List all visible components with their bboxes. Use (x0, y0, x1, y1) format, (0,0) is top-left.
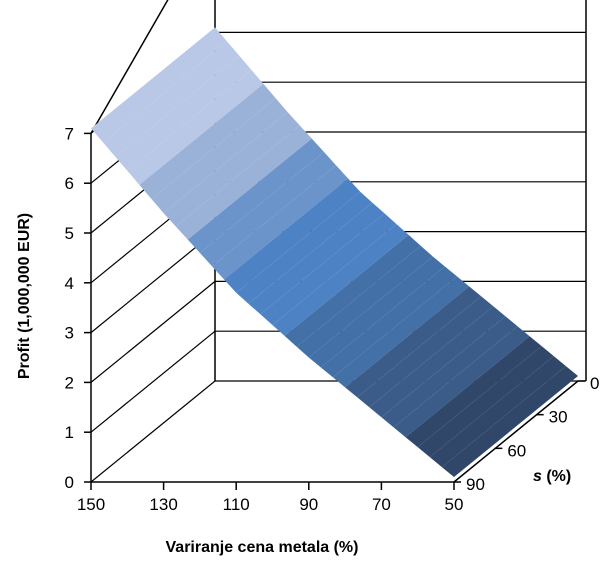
surface-patch (333, 276, 470, 388)
surface-patch (212, 165, 349, 280)
surface-patch (441, 366, 578, 477)
y-axis-title: Profit (1,000,000 EUR) (16, 213, 33, 379)
surface-patch (405, 336, 542, 448)
y-tick-label: 3 (65, 324, 74, 343)
surface-patch (91, 27, 228, 143)
x-tick-label: 50 (445, 495, 464, 514)
y-tick-label: 5 (65, 224, 74, 243)
s-tick-label: 30 (549, 408, 568, 427)
surface-patch (115, 55, 252, 171)
chart-surface (91, 27, 578, 477)
x-tick-label: 70 (372, 495, 391, 514)
surface-patch (260, 213, 397, 326)
left-wall-top-edge (90, 0, 169, 134)
surface-patch (345, 286, 482, 398)
surface-patch (393, 326, 530, 438)
s-axis-title: s (%) (533, 468, 571, 485)
surface-patch (236, 191, 373, 304)
surface-patch (175, 125, 312, 240)
surface-patch (199, 151, 336, 267)
s-axis-title-var: s (533, 468, 542, 485)
x-tick-label: 130 (149, 495, 177, 514)
surface-patch (417, 346, 554, 458)
x-tick-label: 150 (77, 495, 105, 514)
s-tick-label: 60 (507, 441, 526, 460)
side-wall-gridline (90, 330, 216, 433)
surface-patch (139, 83, 276, 199)
surface-patch (187, 138, 324, 253)
surface-patch (308, 256, 445, 368)
surface-patch (357, 296, 494, 408)
s-tick-label: 90 (466, 475, 485, 494)
y-tick-label: 7 (65, 124, 74, 143)
surface-patch (296, 245, 433, 358)
surface-patch (248, 202, 385, 315)
y-tick-label: 2 (65, 373, 74, 392)
surface-patch (224, 178, 361, 293)
x-tick-label: 90 (299, 495, 318, 514)
y-tick-label: 1 (65, 423, 74, 442)
side-wall-gridline (90, 380, 216, 483)
s-axis-line (453, 380, 579, 483)
x-tick-label: 110 (223, 495, 250, 514)
surface-patch (320, 266, 457, 378)
s-axis-title-unit: (%) (542, 468, 571, 485)
surface-patch (284, 234, 421, 347)
y-tick-label: 4 (65, 274, 74, 293)
surface-patch (127, 69, 264, 185)
side-wall-gridline (90, 231, 216, 334)
surface-patch (151, 98, 288, 214)
surface-patch (163, 112, 300, 227)
x-axis-title: Variranje cena metala (%) (166, 539, 359, 556)
chart-floor-frame (84, 132, 585, 490)
surface-patch (369, 306, 506, 418)
surface-patch (103, 41, 240, 157)
surface-patch (429, 356, 566, 468)
surface-patch (272, 224, 409, 336)
surface-patch (381, 316, 518, 428)
side-wall-gridline (90, 280, 216, 383)
y-tick-label: 0 (65, 473, 74, 492)
s-tick-label: 0 (590, 374, 599, 393)
y-tick-label: 6 (65, 174, 74, 193)
